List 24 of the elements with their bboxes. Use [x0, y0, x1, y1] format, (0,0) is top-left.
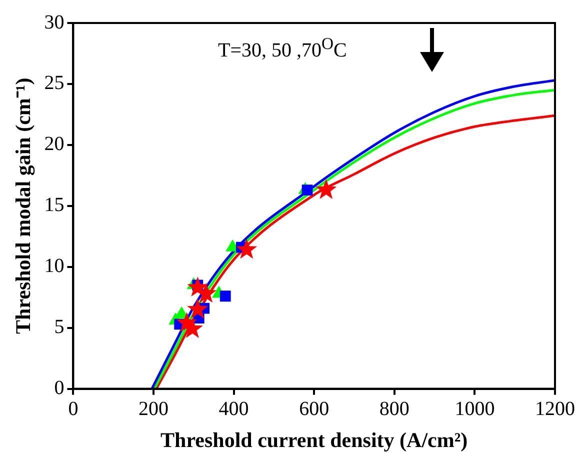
- y-tick-label: 0: [54, 377, 64, 400]
- y-tick-label: 10: [44, 255, 64, 278]
- x-tick-label: 1000: [454, 398, 495, 420]
- x-tick-label: 600: [299, 398, 330, 420]
- x-tick-label: 1200: [535, 398, 575, 420]
- y-tick-label: 25: [44, 72, 64, 94]
- point: [236, 238, 258, 259]
- x-tick-label: 400: [218, 398, 249, 420]
- y-tick-label: 20: [44, 133, 64, 156]
- point: [220, 290, 231, 302]
- x-tick-label: 800: [379, 398, 410, 420]
- point: [187, 298, 208, 318]
- point: [182, 318, 203, 338]
- annotation: T=30, 50 ,70$^{O}$C: [218, 34, 347, 63]
- point: [302, 184, 313, 196]
- x-tick-label: 200: [138, 398, 168, 420]
- point: [316, 179, 337, 199]
- y-axis-title: Threshold modal gain (cm⁻¹): [11, 78, 36, 334]
- x-axis-title: Threshold current density (A/cm²): [160, 428, 468, 452]
- point: [187, 276, 208, 296]
- y-tick-label: 15: [44, 194, 64, 216]
- x-tick-label: 0: [68, 398, 78, 420]
- y-tick-label: 5: [54, 316, 64, 338]
- y-tick-label: 30: [44, 11, 64, 34]
